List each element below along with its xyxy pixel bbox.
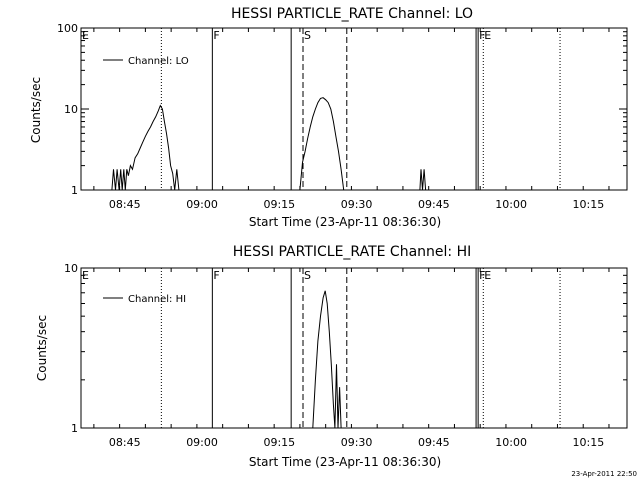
hi-event-flag: E xyxy=(82,269,89,282)
hi-y-axis-label: Counts/sec xyxy=(35,315,49,381)
lo-event-flag: F xyxy=(213,29,219,42)
lo-x-tick-label: 09:00 xyxy=(186,198,218,211)
lo-x-tick-label: 10:00 xyxy=(495,198,527,211)
hi-x-tick-label: 10:15 xyxy=(573,436,605,449)
hi-event-flag: S xyxy=(304,269,311,282)
lo-x-tick-label: 08:45 xyxy=(109,198,141,211)
lo-event-flag: E xyxy=(82,29,89,42)
lo-series-line xyxy=(299,97,345,191)
hi-x-tick-label: 09:45 xyxy=(418,436,450,449)
lo-event-flag: F xyxy=(479,29,485,42)
lo-y-tick-label: 10 xyxy=(64,103,78,116)
hi-y-tick-label: 10 xyxy=(64,262,78,275)
hi-chart-title: HESSI PARTICLE_RATE Channel: HI xyxy=(233,244,471,260)
lo-y-tick-label: 1 xyxy=(71,184,78,197)
hi-x-tick-label: 08:45 xyxy=(109,436,141,449)
hi-legend-label: Channel: HI xyxy=(128,294,186,305)
hi-x-axis-label: Start Time (23-Apr-11 08:36:30) xyxy=(249,455,441,469)
hi-channel-panel: HESSI PARTICLE_RATE Channel: HI Start Ti… xyxy=(35,244,628,469)
lo-chart-title: HESSI PARTICLE_RATE Channel: LO xyxy=(231,6,473,22)
generation-timestamp: 23-Apr-2011 22:50 xyxy=(571,470,637,478)
lo-y-axis-label: Counts/sec xyxy=(29,77,43,143)
hi-x-tick-label: 10:00 xyxy=(495,436,527,449)
lo-channel-panel: HESSI PARTICLE_RATE Channel: LO Start Ti… xyxy=(29,6,628,229)
lo-series-line xyxy=(111,104,180,191)
lo-x-tick-label: 09:15 xyxy=(263,198,295,211)
lo-legend-label: Channel: LO xyxy=(128,56,189,67)
lo-x-axis-label: Start Time (23-Apr-11 08:36:30) xyxy=(249,215,441,229)
hi-x-tick-label: 09:00 xyxy=(186,436,218,449)
hi-event-flag: F xyxy=(213,269,219,282)
hi-x-tick-label: 09:30 xyxy=(341,436,373,449)
hi-event-flag: E xyxy=(484,269,491,282)
lo-series-line xyxy=(419,169,427,191)
hi-event-flag: F xyxy=(479,269,485,282)
lo-x-tick-label: 09:30 xyxy=(341,198,373,211)
hi-x-tick-label: 09:15 xyxy=(263,436,295,449)
hi-plot-frame xyxy=(80,267,628,429)
lo-y-tick-label: 100 xyxy=(57,22,78,35)
hi-y-tick-label: 1 xyxy=(71,422,78,435)
lo-event-flag: E xyxy=(484,29,491,42)
lo-x-tick-label: 10:15 xyxy=(573,198,605,211)
hi-series-line xyxy=(312,290,342,429)
lo-x-tick-label: 09:45 xyxy=(418,198,450,211)
lo-event-flag: S xyxy=(304,29,311,42)
